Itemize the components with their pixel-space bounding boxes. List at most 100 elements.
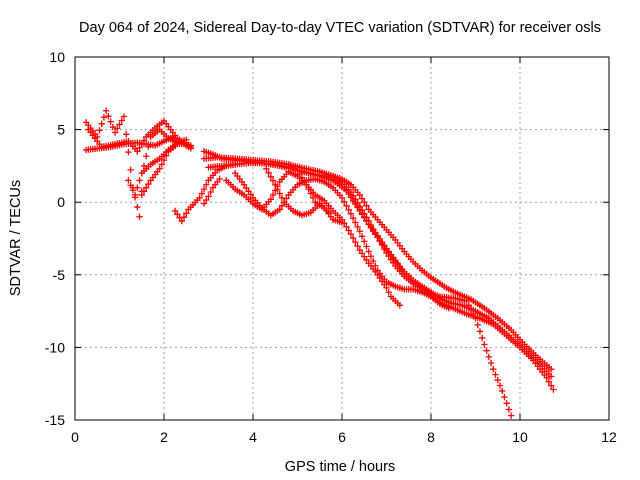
data-point — [294, 167, 301, 174]
data-point — [267, 196, 274, 203]
data-point — [276, 190, 283, 197]
data-points — [82, 107, 557, 419]
data-point — [354, 204, 361, 211]
data-point — [247, 191, 254, 198]
data-point — [269, 177, 277, 184]
x-tick-label: 0 — [71, 429, 79, 445]
data-point — [347, 230, 355, 238]
data-point — [265, 169, 272, 176]
data-point — [343, 202, 350, 210]
data-point — [136, 144, 143, 151]
data-point — [505, 406, 513, 413]
data-point — [347, 210, 355, 218]
data-point — [356, 191, 363, 199]
data-point — [274, 185, 281, 193]
data-point — [307, 190, 315, 197]
data-point — [365, 248, 372, 255]
data-point — [136, 213, 143, 220]
data-point — [145, 180, 152, 188]
data-point — [358, 250, 366, 257]
data-point — [492, 371, 499, 378]
series-track-14 — [285, 161, 346, 226]
x-tick-label: 4 — [249, 429, 257, 445]
data-point — [283, 195, 290, 202]
data-point — [494, 376, 501, 384]
data-point — [200, 185, 208, 193]
data-point — [207, 188, 214, 196]
data-point — [196, 194, 203, 202]
data-point — [309, 194, 317, 202]
data-point — [203, 181, 210, 188]
data-point — [483, 347, 490, 354]
data-point — [183, 210, 190, 217]
data-point — [478, 334, 486, 342]
data-point — [347, 194, 355, 201]
data-point — [487, 359, 495, 367]
data-point — [545, 378, 553, 385]
x-tick-label: 8 — [427, 429, 435, 445]
data-point — [120, 113, 128, 120]
data-point — [465, 302, 473, 309]
data-point — [140, 137, 148, 144]
x-tick-label: 6 — [338, 429, 346, 445]
data-point — [496, 382, 504, 389]
data-point — [105, 112, 112, 120]
data-point — [547, 382, 555, 389]
data-point — [385, 289, 392, 296]
chart-title: Day 064 of 2024, Sidereal Day-to-day VTE… — [79, 20, 601, 36]
data-point — [490, 365, 497, 373]
data-point — [303, 181, 310, 188]
data-point — [365, 221, 372, 228]
data-point — [369, 257, 377, 265]
y-tick-label: 10 — [49, 49, 65, 65]
data-point — [263, 165, 270, 173]
x-tick-label: 2 — [160, 429, 168, 445]
data-point — [107, 118, 114, 125]
y-tick-label: -10 — [45, 339, 65, 355]
data-point — [156, 165, 163, 173]
data-point — [367, 253, 375, 260]
data-point — [341, 198, 348, 206]
data-point — [269, 191, 277, 199]
data-point — [122, 131, 130, 138]
data-point — [183, 139, 190, 146]
data-point — [267, 173, 274, 180]
data-point — [100, 114, 108, 121]
data-point — [547, 373, 555, 380]
y-tick-label: 0 — [57, 194, 65, 210]
data-point — [134, 203, 141, 211]
data-point — [345, 206, 352, 214]
grid-lines — [75, 57, 609, 420]
data-point — [200, 200, 208, 207]
data-point — [136, 177, 143, 184]
data-point — [338, 219, 346, 226]
data-point — [163, 152, 170, 159]
data-point — [116, 121, 123, 128]
data-point — [160, 156, 168, 164]
data-point — [134, 148, 141, 155]
series-track-4 — [125, 136, 190, 199]
series-track-7 — [200, 148, 555, 380]
data-point — [125, 148, 132, 156]
data-point — [174, 211, 181, 218]
series-track-1 — [82, 107, 194, 220]
data-point — [129, 186, 137, 194]
data-point — [354, 242, 361, 250]
data-point — [543, 374, 550, 382]
data-point — [474, 321, 481, 329]
data-point — [111, 129, 119, 136]
data-point — [138, 191, 145, 199]
data-point — [481, 341, 488, 348]
data-point — [352, 238, 359, 246]
data-point — [338, 194, 346, 202]
data-point — [550, 386, 557, 393]
data-point — [138, 140, 145, 148]
data-point — [205, 193, 212, 200]
data-point — [203, 196, 210, 204]
data-point — [376, 274, 384, 282]
data-point — [507, 412, 515, 419]
series-track-12 — [223, 168, 404, 309]
data-point — [276, 206, 283, 213]
data-point — [499, 387, 506, 395]
